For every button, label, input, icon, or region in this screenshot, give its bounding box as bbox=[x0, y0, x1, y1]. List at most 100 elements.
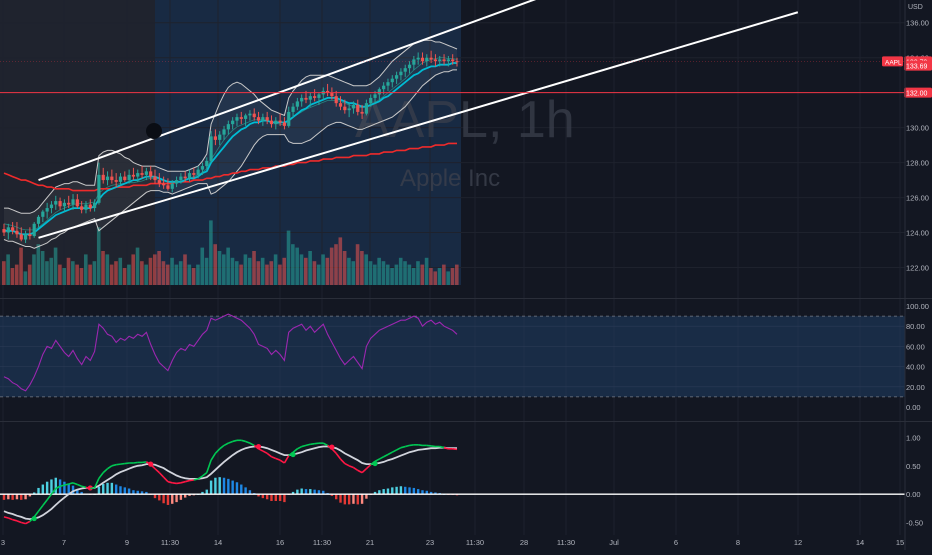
volume-bar bbox=[316, 264, 321, 285]
macd-line-segment bbox=[322, 442, 328, 447]
currency-label[interactable]: USD bbox=[908, 4, 923, 11]
rsi-tick-label: 60.00 bbox=[906, 342, 925, 351]
candle bbox=[420, 52, 425, 65]
candle-body bbox=[162, 183, 166, 186]
candle-body bbox=[338, 103, 343, 107]
macd-line-segment bbox=[116, 463, 121, 466]
candle bbox=[75, 194, 79, 209]
macd-histogram-bar bbox=[11, 494, 14, 500]
time-tick-label: 16 bbox=[276, 538, 284, 547]
macd-line-segment bbox=[50, 488, 57, 495]
candle bbox=[360, 104, 364, 119]
rsi-axis[interactable]: 100.00 80.00 60.00 40.00 20.00 0.00 bbox=[906, 302, 929, 412]
time-axis-bg bbox=[0, 535, 932, 550]
macd-line-segment bbox=[396, 446, 402, 451]
candle bbox=[226, 120, 230, 135]
candle-body bbox=[187, 173, 192, 179]
candle-body bbox=[373, 94, 377, 98]
candle-body bbox=[252, 113, 256, 118]
candle-body bbox=[114, 180, 118, 182]
volume-bar bbox=[286, 230, 291, 285]
macd-histogram-bar bbox=[119, 486, 122, 495]
candle bbox=[209, 131, 213, 163]
candle-body bbox=[209, 136, 213, 161]
macd-line-segment bbox=[378, 456, 385, 460]
candle-body bbox=[317, 94, 321, 98]
volume-bar bbox=[429, 268, 433, 285]
candle bbox=[269, 115, 274, 128]
candle bbox=[425, 54, 429, 67]
macd-histogram-bar bbox=[283, 494, 286, 503]
macd-histogram-bar bbox=[330, 494, 334, 496]
volume-bar bbox=[334, 244, 338, 285]
candle bbox=[80, 201, 84, 214]
macd-line-segment bbox=[262, 450, 268, 455]
candle-body bbox=[226, 124, 230, 130]
macd-line-segment bbox=[374, 458, 380, 462]
candle bbox=[36, 215, 41, 228]
candle-body bbox=[28, 234, 32, 237]
candle-body bbox=[256, 117, 261, 121]
rsi-band-fill bbox=[0, 316, 905, 397]
time-tick-label: 11:30 bbox=[466, 538, 484, 547]
macd-line-segment bbox=[409, 444, 414, 447]
candle bbox=[71, 194, 75, 210]
macd-tick-label: -0.50 bbox=[906, 519, 923, 528]
volume-bar bbox=[247, 257, 252, 285]
candle-body bbox=[343, 106, 347, 111]
volume-bar bbox=[49, 257, 54, 285]
candle bbox=[192, 167, 196, 179]
volume-bar bbox=[79, 268, 84, 285]
candle-body bbox=[412, 59, 416, 65]
macd-histogram-bar bbox=[404, 486, 407, 495]
volume-bar bbox=[40, 251, 45, 285]
candle-body bbox=[416, 57, 420, 60]
macd-line-segment bbox=[124, 462, 130, 465]
macd-histogram-bar bbox=[399, 486, 403, 495]
volume-bar bbox=[204, 257, 209, 285]
macd-histogram-bar bbox=[175, 494, 178, 503]
macd-histogram-bar bbox=[67, 483, 70, 495]
pane-separator-1 bbox=[0, 298, 932, 299]
candle bbox=[110, 169, 114, 184]
macd-histogram-bar bbox=[33, 492, 36, 495]
candle-body bbox=[84, 204, 88, 210]
candle-body bbox=[291, 106, 295, 112]
macd-line-segment bbox=[452, 448, 458, 451]
candle-body bbox=[149, 171, 153, 177]
candle-body bbox=[136, 173, 140, 177]
candle-body bbox=[166, 185, 170, 189]
macd-histogram-bar bbox=[41, 484, 45, 495]
macd-histogram-bar bbox=[434, 492, 437, 495]
trend-lines[interactable] bbox=[38, 0, 799, 239]
macd-histogram-bar bbox=[296, 489, 299, 495]
candle-body bbox=[442, 59, 446, 62]
macd-line-segment bbox=[158, 472, 165, 478]
macd-axis[interactable]: 1.00 0.50 0.00 -0.50 bbox=[906, 433, 923, 527]
macd-line-segment bbox=[150, 464, 156, 470]
macd-histogram-bar bbox=[395, 486, 398, 495]
volume-bar bbox=[19, 247, 23, 285]
ema-price-tag-text: 133.69 bbox=[906, 64, 928, 71]
macd-line-segment bbox=[25, 520, 31, 525]
macd-histogram-bar bbox=[365, 494, 368, 499]
macd-line-segment bbox=[275, 457, 281, 461]
candle-body bbox=[80, 206, 84, 210]
drawing-anchor-dot[interactable] bbox=[146, 123, 162, 139]
macd-line-segment bbox=[72, 482, 78, 486]
ema-price-tag-bg bbox=[904, 60, 932, 71]
candle bbox=[231, 117, 235, 130]
candle-body bbox=[300, 97, 304, 102]
moving-averages bbox=[3, 61, 458, 236]
candle-body bbox=[41, 211, 45, 217]
macd-line-segment bbox=[111, 463, 117, 467]
macd-histogram-bar bbox=[261, 494, 265, 499]
price-level-line[interactable] bbox=[0, 61, 905, 94]
volume-bar bbox=[135, 247, 140, 285]
candle-body bbox=[71, 199, 75, 205]
candle-body bbox=[455, 61, 459, 63]
macd-histogram-bar bbox=[343, 494, 347, 505]
